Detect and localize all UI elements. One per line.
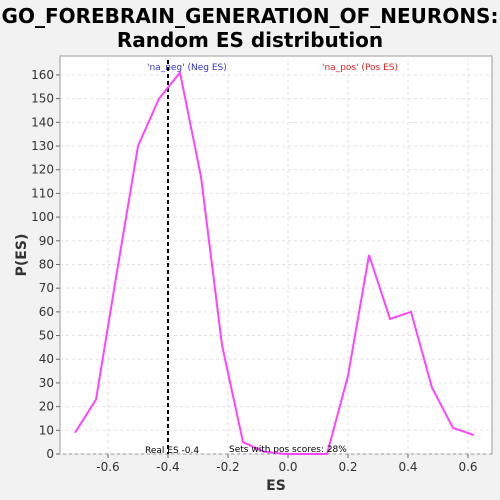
x-tick-label: -0.4 xyxy=(156,460,179,474)
x-tick-label: 0.6 xyxy=(458,460,477,474)
y-tick-label: 150 xyxy=(31,92,54,106)
grid xyxy=(60,56,492,455)
neg-es-label: 'na_neg' (Neg ES) xyxy=(147,63,227,73)
y-axis-label: P(ES) xyxy=(14,234,30,277)
chart-title-line1: GO_FOREBRAIN_GENERATION_OF_NEURONS: xyxy=(1,4,499,28)
y-tick-label: 130 xyxy=(31,139,54,153)
y-tick-label: 70 xyxy=(39,281,54,295)
y-tick-label: 110 xyxy=(31,186,54,200)
series-line xyxy=(74,70,475,455)
y-tick-label: 10 xyxy=(39,423,54,437)
x-tick-label: -0.6 xyxy=(96,460,119,474)
y-tick-label: 40 xyxy=(39,352,54,366)
y-tick-label: 140 xyxy=(31,115,54,129)
x-tick-label: -0.2 xyxy=(216,460,239,474)
real-es-label: Real ES -0.4 xyxy=(145,446,199,456)
y-tick-label: 90 xyxy=(39,234,54,248)
y-axis-ticks: 0 10 20 30 40 50 60 70 80 90 100 110 120 130 140 150 160 xyxy=(31,68,60,461)
y-tick-label: 120 xyxy=(31,163,54,177)
y-tick-label: 20 xyxy=(39,400,54,414)
y-tick-label: 30 xyxy=(39,376,54,390)
plot-area xyxy=(59,55,493,455)
x-tick-label: 0.2 xyxy=(338,460,357,474)
pos-es-label: 'na_pos' (Pos ES) xyxy=(322,63,398,73)
x-axis-label: ES xyxy=(266,478,286,494)
y-tick-label: 80 xyxy=(39,257,54,271)
y-tick-label: 60 xyxy=(39,305,54,319)
y-tick-label: 0 xyxy=(46,447,54,461)
x-axis-ticks: -0.6 -0.4 -0.2 0.0 0.2 0.4 0.6 xyxy=(96,454,478,474)
y-tick-label: 50 xyxy=(39,329,54,343)
y-tick-label: 160 xyxy=(31,68,54,82)
x-tick-label: 0.4 xyxy=(398,460,417,474)
x-tick-label: 0.0 xyxy=(278,460,297,474)
pos-scores-label: Sets with pos scores: 28% xyxy=(229,445,347,455)
chart-title-line2: Random ES distribution xyxy=(116,28,384,52)
y-tick-label: 100 xyxy=(31,210,54,224)
